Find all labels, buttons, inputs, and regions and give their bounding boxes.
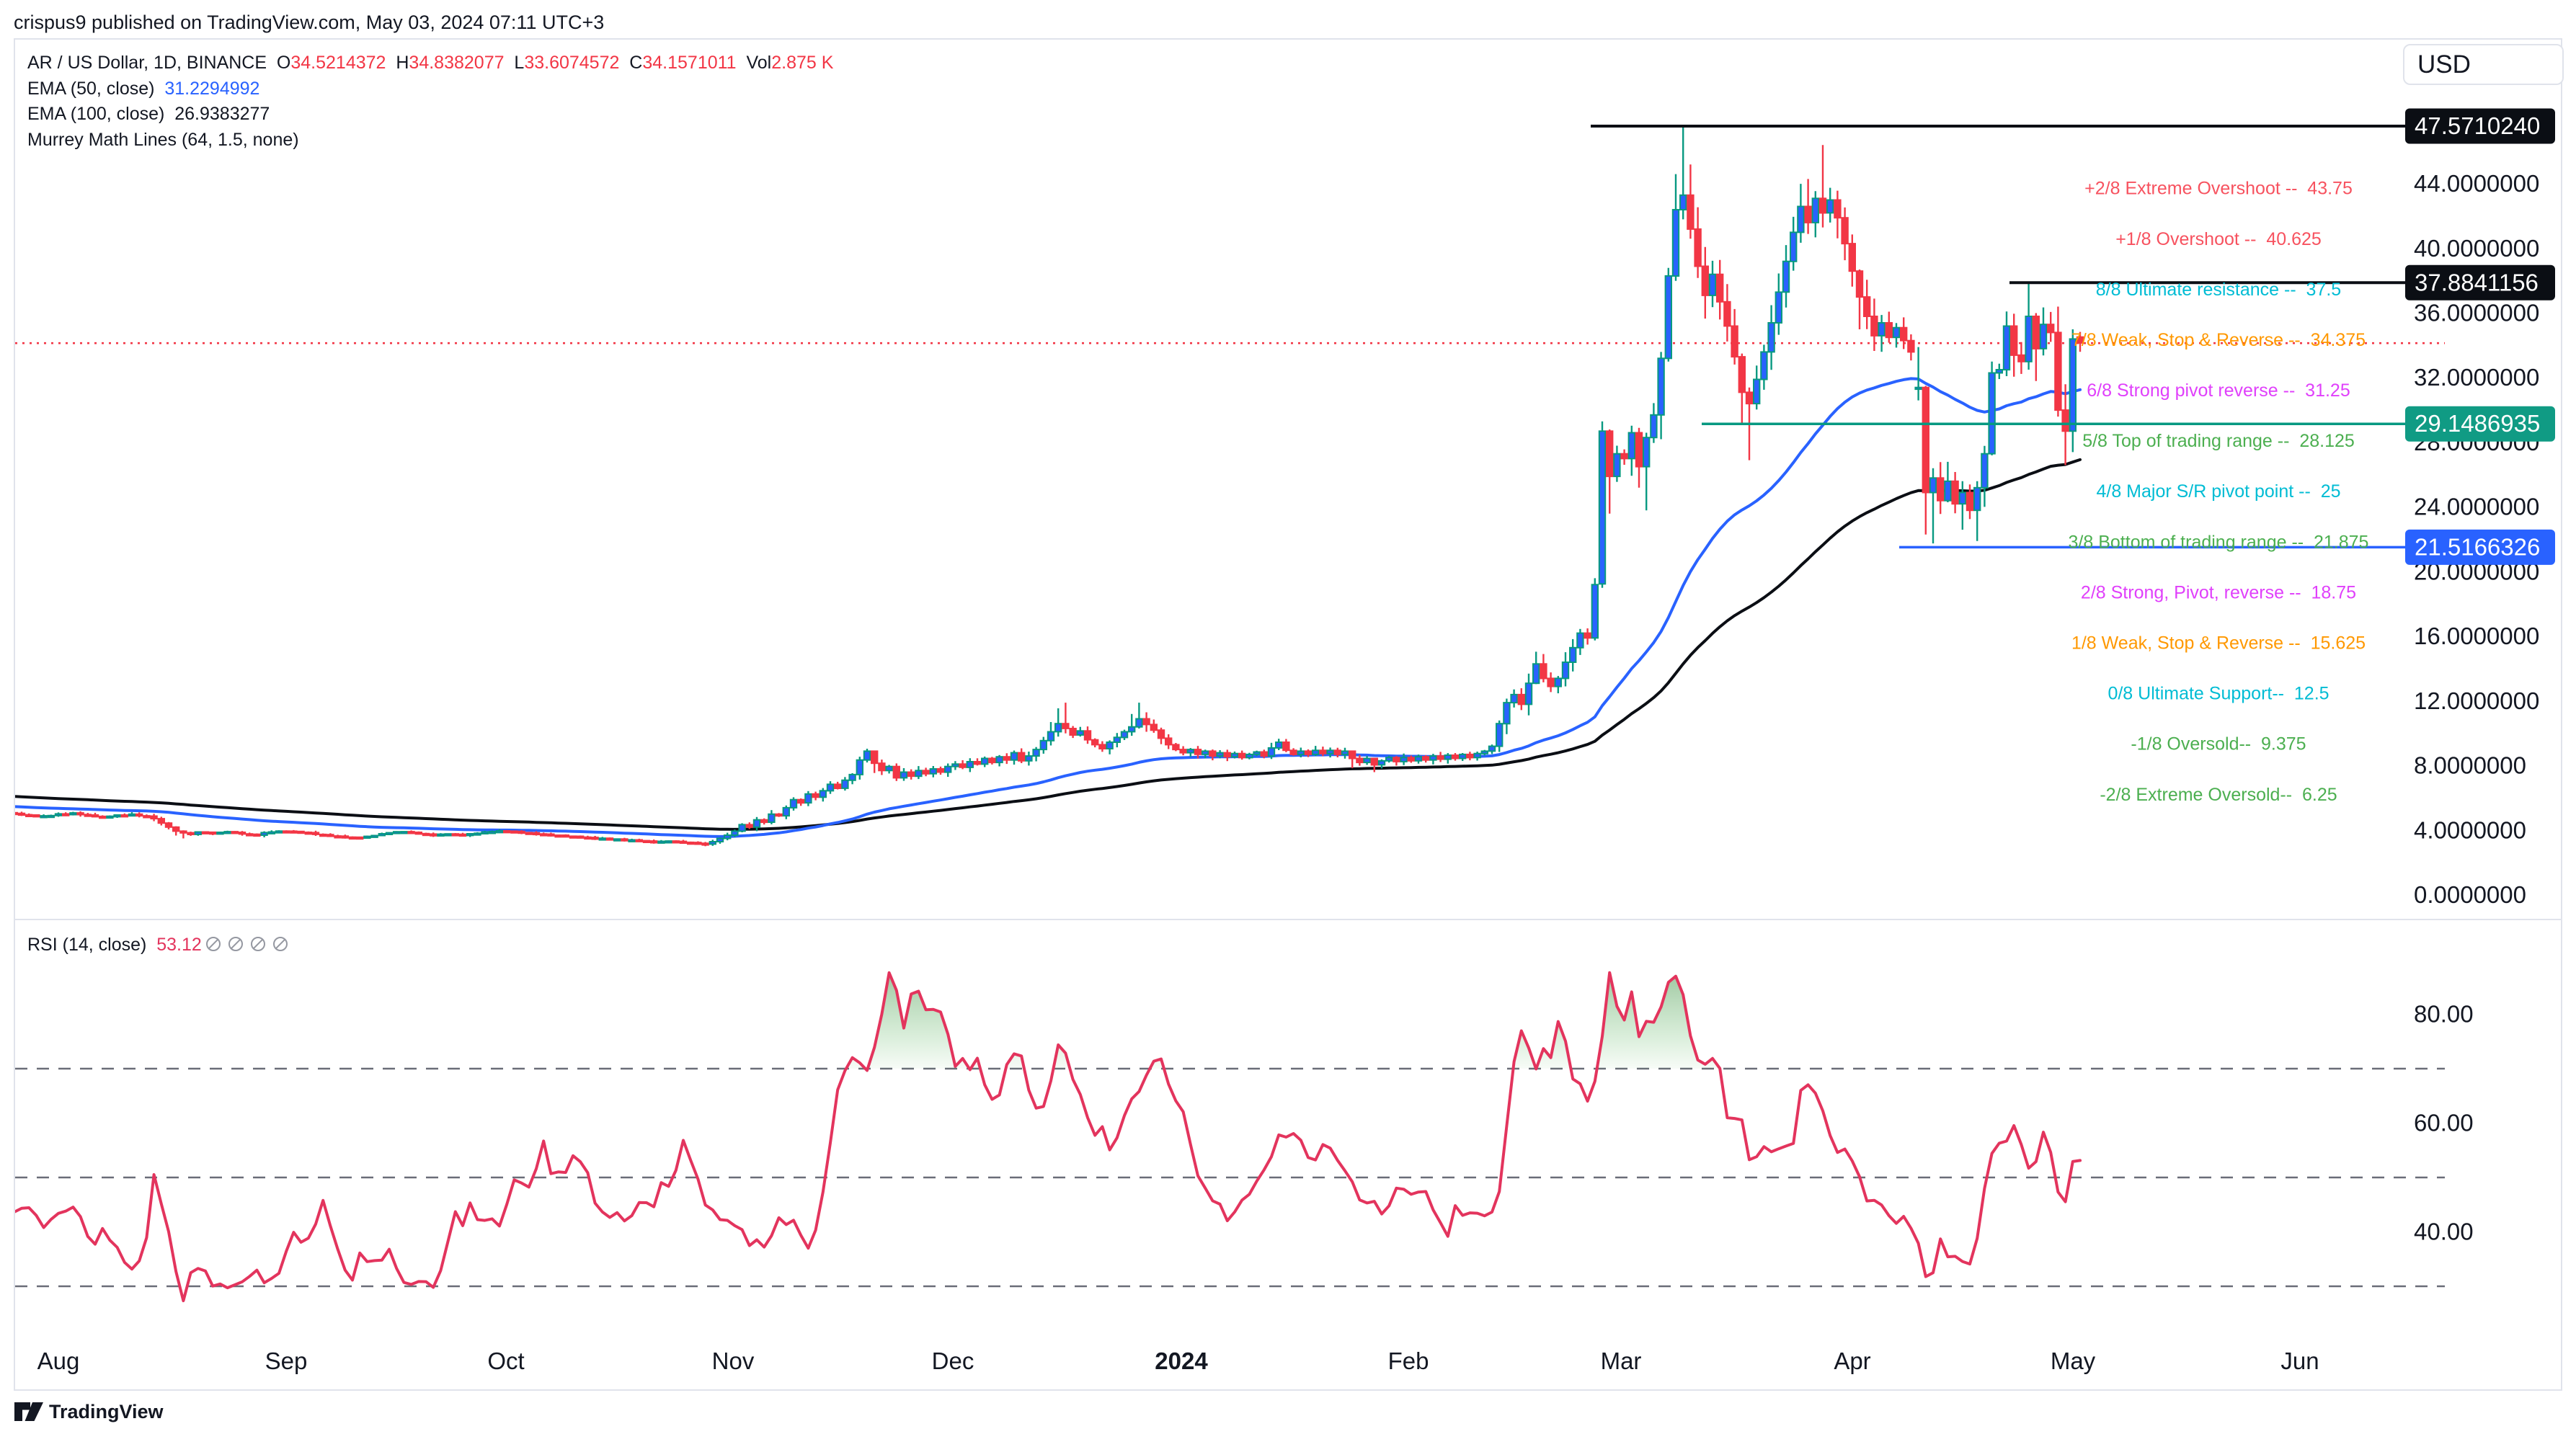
svg-text:4/8 Major S/R pivot point --: 4/8 Major S/R pivot point -- 25 — [2096, 481, 2340, 502]
svg-text:+1/8 Overshoot -- 40.625: +1/8 Overshoot -- 40.625 — [2115, 229, 2322, 249]
svg-text:8/8 Ultimate resistance -- 37: 8/8 Ultimate resistance -- 37.5 — [2096, 280, 2341, 300]
svg-text:47.5710240: 47.5710240 — [2415, 112, 2540, 139]
svg-text:AR / US Dollar, 1D, BINANCE O: AR / US Dollar, 1D, BINANCE O34.5214372 … — [27, 53, 834, 73]
svg-text:37.8841156: 37.8841156 — [2415, 269, 2539, 295]
svg-text:6/8 Strong pivot reverse -- 3: 6/8 Strong pivot reverse -- 31.25 — [2087, 380, 2350, 401]
svg-text:EMA (50, close) 31.2294992: EMA (50, close) 31.2294992 — [27, 79, 259, 99]
svg-text:+2/8 Extreme Overshoot -- 43.: +2/8 Extreme Overshoot -- 43.75 — [2084, 179, 2353, 199]
svg-text:Oct: Oct — [487, 1348, 524, 1374]
svg-text:21.5166326: 21.5166326 — [2415, 533, 2540, 560]
svg-text:16.0000000: 16.0000000 — [2414, 623, 2539, 649]
svg-text:2024: 2024 — [1155, 1348, 1208, 1374]
svg-text:3/8 Bottom of trading range --: 3/8 Bottom of trading range -- 21.875 — [2069, 532, 2369, 552]
svg-text:80.00: 80.00 — [2414, 1001, 2474, 1028]
svg-text:29.1486935: 29.1486935 — [2415, 410, 2540, 437]
svg-text:2/8 Strong, Pivot, reverse --: 2/8 Strong, Pivot, reverse -- 18.75 — [2081, 582, 2356, 602]
svg-text:12.0000000: 12.0000000 — [2414, 687, 2539, 714]
svg-text:5/8 Top of trading range -- 2: 5/8 Top of trading range -- 28.125 — [2082, 431, 2355, 451]
svg-text:0/8 Ultimate Support-- 12.5: 0/8 Ultimate Support-- 12.5 — [2108, 684, 2329, 704]
svg-text:7/8 Weak, Stop & Reverse -- 3: 7/8 Weak, Stop & Reverse -- 34.375 — [2071, 330, 2366, 350]
svg-text:8.0000000: 8.0000000 — [2414, 752, 2526, 779]
svg-text:-1/8 Oversold-- 9.375: -1/8 Oversold-- 9.375 — [2131, 734, 2306, 754]
svg-text:44.0000000: 44.0000000 — [2414, 170, 2539, 197]
svg-text:40.0000000: 40.0000000 — [2414, 235, 2539, 262]
svg-text:Murrey Math Lines (64, 1.5, no: Murrey Math Lines (64, 1.5, none) — [27, 130, 299, 150]
svg-text:TradingView: TradingView — [49, 1401, 164, 1422]
svg-text:RSI (14, close) 53.12: RSI (14, close) 53.12 — [27, 935, 202, 955]
svg-text:Mar: Mar — [1601, 1348, 1642, 1374]
svg-text:Jun: Jun — [2280, 1348, 2319, 1374]
svg-text:Nov: Nov — [712, 1348, 755, 1374]
svg-text:60.00: 60.00 — [2414, 1110, 2474, 1136]
svg-text:4.0000000: 4.0000000 — [2414, 816, 2526, 843]
svg-text:USD: USD — [2417, 50, 2471, 79]
svg-text:32.0000000: 32.0000000 — [2414, 364, 2539, 391]
svg-text:1/8 Weak, Stop & Reverse -- 1: 1/8 Weak, Stop & Reverse -- 15.625 — [2071, 633, 2366, 654]
svg-text:crispus9 published on TradingV: crispus9 published on TradingView.com, M… — [14, 12, 604, 33]
svg-text:40.00: 40.00 — [2414, 1219, 2474, 1245]
svg-text:0.0000000: 0.0000000 — [2414, 881, 2526, 908]
svg-text:EMA (100, close) 26.9383277: EMA (100, close) 26.9383277 — [27, 104, 270, 124]
svg-text:May: May — [2051, 1348, 2096, 1374]
svg-text:Feb: Feb — [1388, 1348, 1429, 1374]
svg-text:Aug: Aug — [37, 1348, 80, 1374]
svg-text:-2/8 Extreme Oversold-- 6.25: -2/8 Extreme Oversold-- 6.25 — [2100, 785, 2337, 805]
svg-text:36.0000000: 36.0000000 — [2414, 300, 2539, 326]
svg-text:Apr: Apr — [1834, 1348, 1870, 1374]
svg-text:24.0000000: 24.0000000 — [2414, 494, 2539, 520]
svg-text:Dec: Dec — [932, 1348, 974, 1374]
svg-text:Sep: Sep — [265, 1348, 308, 1374]
